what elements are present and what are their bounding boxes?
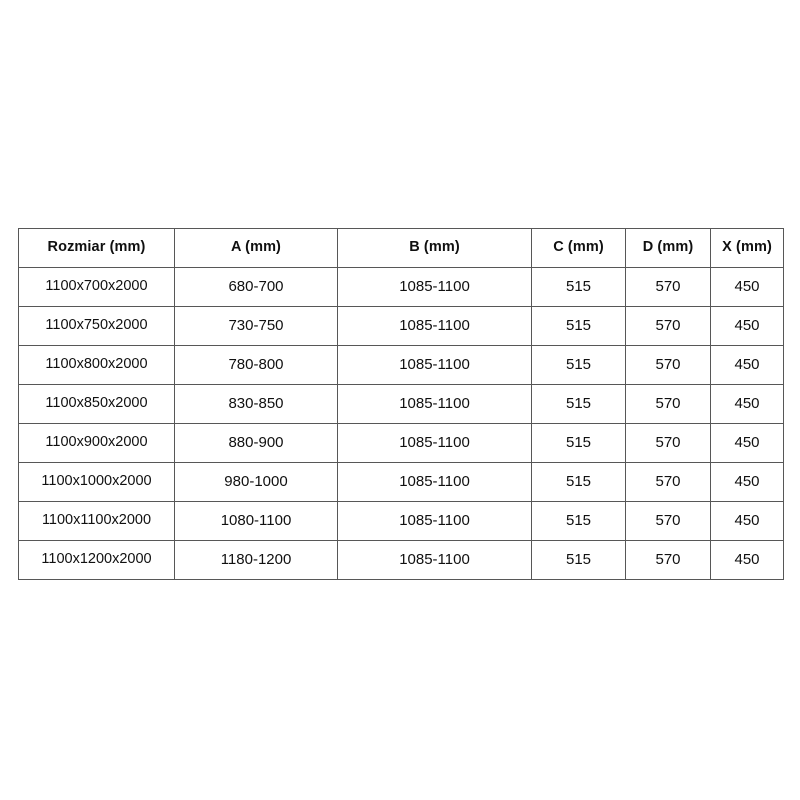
table-header: Rozmiar (mm) A (mm) B (mm) C (mm) D (mm)… bbox=[18, 228, 784, 268]
cell-a: 1180-1200 bbox=[174, 540, 338, 580]
cell-c: 515 bbox=[531, 423, 626, 463]
column-header-a: A (mm) bbox=[174, 228, 338, 268]
cell-a: 830-850 bbox=[174, 384, 338, 424]
cell-x: 450 bbox=[710, 540, 784, 580]
table-row: 1100x900x2000 880-900 1085-1100 515 570 … bbox=[18, 423, 784, 463]
cell-size: 1100x900x2000 bbox=[18, 423, 175, 463]
cell-x: 450 bbox=[710, 462, 784, 502]
cell-x: 450 bbox=[710, 267, 784, 307]
cell-b: 1085-1100 bbox=[337, 540, 532, 580]
cell-d: 570 bbox=[625, 462, 711, 502]
cell-b: 1085-1100 bbox=[337, 306, 532, 346]
cell-size: 1100x800x2000 bbox=[18, 345, 175, 385]
cell-a: 680-700 bbox=[174, 267, 338, 307]
table-body: 1100x700x2000 680-700 1085-1100 515 570 … bbox=[18, 267, 784, 580]
cell-b: 1085-1100 bbox=[337, 267, 532, 307]
cell-d: 570 bbox=[625, 540, 711, 580]
cell-x: 450 bbox=[710, 423, 784, 463]
cell-size: 1100x1000x2000 bbox=[18, 462, 175, 502]
cell-d: 570 bbox=[625, 267, 711, 307]
table-row: 1100x700x2000 680-700 1085-1100 515 570 … bbox=[18, 267, 784, 307]
cell-d: 570 bbox=[625, 501, 711, 541]
column-header-x: X (mm) bbox=[710, 228, 784, 268]
cell-a: 780-800 bbox=[174, 345, 338, 385]
table-row: 1100x1000x2000 980-1000 1085-1100 515 57… bbox=[18, 462, 784, 502]
spec-table-container: Rozmiar (mm) A (mm) B (mm) C (mm) D (mm)… bbox=[18, 228, 784, 580]
cell-b: 1085-1100 bbox=[337, 423, 532, 463]
cell-a: 730-750 bbox=[174, 306, 338, 346]
cell-b: 1085-1100 bbox=[337, 462, 532, 502]
cell-size: 1100x850x2000 bbox=[18, 384, 175, 424]
table-row: 1100x800x2000 780-800 1085-1100 515 570 … bbox=[18, 345, 784, 385]
table-row: 1100x850x2000 830-850 1085-1100 515 570 … bbox=[18, 384, 784, 424]
cell-size: 1100x1100x2000 bbox=[18, 501, 175, 541]
cell-c: 515 bbox=[531, 345, 626, 385]
table-row: 1100x1200x2000 1180-1200 1085-1100 515 5… bbox=[18, 540, 784, 580]
cell-c: 515 bbox=[531, 501, 626, 541]
column-header-size: Rozmiar (mm) bbox=[18, 228, 175, 268]
table-header-row: Rozmiar (mm) A (mm) B (mm) C (mm) D (mm)… bbox=[18, 228, 784, 268]
cell-size: 1100x700x2000 bbox=[18, 267, 175, 307]
column-header-c: C (mm) bbox=[531, 228, 626, 268]
cell-c: 515 bbox=[531, 384, 626, 424]
column-header-d: D (mm) bbox=[625, 228, 711, 268]
cell-c: 515 bbox=[531, 267, 626, 307]
table-row: 1100x1100x2000 1080-1100 1085-1100 515 5… bbox=[18, 501, 784, 541]
cell-c: 515 bbox=[531, 540, 626, 580]
cell-d: 570 bbox=[625, 345, 711, 385]
cell-b: 1085-1100 bbox=[337, 384, 532, 424]
cell-a: 980-1000 bbox=[174, 462, 338, 502]
cell-a: 1080-1100 bbox=[174, 501, 338, 541]
cell-size: 1100x1200x2000 bbox=[18, 540, 175, 580]
cell-x: 450 bbox=[710, 501, 784, 541]
cell-x: 450 bbox=[710, 306, 784, 346]
cell-b: 1085-1100 bbox=[337, 345, 532, 385]
column-header-b: B (mm) bbox=[337, 228, 532, 268]
table-row: 1100x750x2000 730-750 1085-1100 515 570 … bbox=[18, 306, 784, 346]
cell-a: 880-900 bbox=[174, 423, 338, 463]
spec-table: Rozmiar (mm) A (mm) B (mm) C (mm) D (mm)… bbox=[18, 228, 784, 580]
cell-x: 450 bbox=[710, 384, 784, 424]
cell-c: 515 bbox=[531, 306, 626, 346]
cell-x: 450 bbox=[710, 345, 784, 385]
cell-c: 515 bbox=[531, 462, 626, 502]
cell-d: 570 bbox=[625, 306, 711, 346]
cell-b: 1085-1100 bbox=[337, 501, 532, 541]
cell-d: 570 bbox=[625, 423, 711, 463]
cell-d: 570 bbox=[625, 384, 711, 424]
cell-size: 1100x750x2000 bbox=[18, 306, 175, 346]
